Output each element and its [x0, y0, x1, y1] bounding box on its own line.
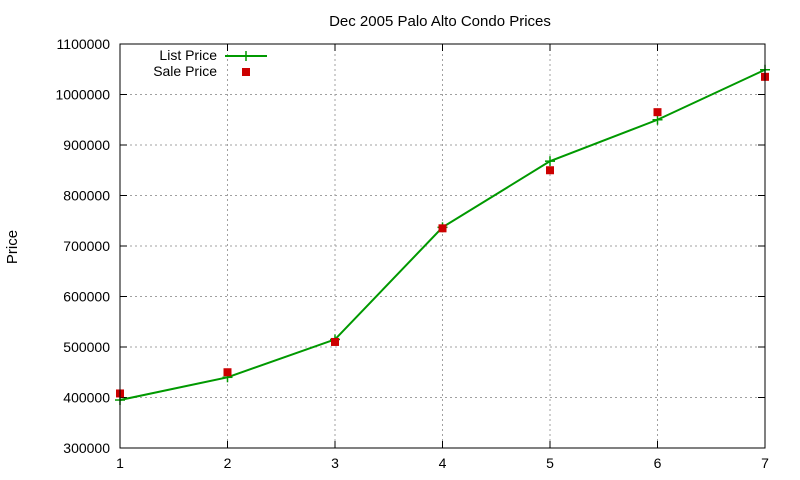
x-tick-label: 4: [439, 455, 447, 471]
y-tick-label: 300000: [63, 440, 110, 456]
plot-frame: [119, 43, 766, 449]
chart-title: Dec 2005 Palo Alto Condo Prices: [329, 13, 551, 30]
ticks-layer: 300000 400000 500000 600000 700000 800000 9000…: [55, 36, 769, 471]
y-tick-label: 1000000: [55, 87, 110, 103]
y-tick-label: 1100000: [57, 36, 111, 52]
grid-layer: [120, 44, 765, 448]
legend-sale-price-label: Sale Price: [153, 63, 217, 79]
sale-price-point: [653, 108, 662, 117]
y-tick-label: 500000: [63, 339, 110, 355]
list-price-point: [545, 156, 555, 167]
sale-price-point: [223, 368, 232, 377]
x-tick-label: 1: [116, 455, 124, 471]
list-price-point: [652, 114, 663, 125]
y-tick-label: 900000: [63, 137, 110, 153]
y-tick-label: 400000: [63, 390, 110, 406]
x-tick-label: 5: [546, 455, 554, 471]
sale-price-point: [331, 337, 339, 346]
sale-price-point: [438, 224, 447, 233]
sale-price-point: [546, 166, 554, 175]
y-tick-label: 600000: [63, 289, 110, 305]
y-tick-label: 800000: [63, 188, 110, 204]
x-tick-label: 7: [761, 455, 769, 471]
x-tick-label: 6: [654, 455, 662, 471]
y-axis-label: Price: [4, 230, 21, 264]
y-tick-label: 700000: [63, 238, 110, 254]
x-tick-label: 2: [224, 455, 232, 471]
x-tick-label: 3: [331, 455, 339, 471]
legend-sale-price-swatch: [242, 68, 250, 76]
legend-list-price-label: List Price: [159, 47, 217, 63]
